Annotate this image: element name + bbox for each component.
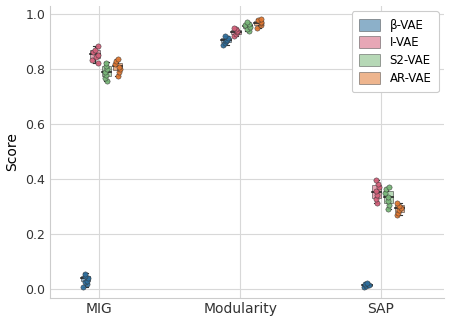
Point	[385, 203, 392, 208]
Point	[242, 23, 249, 28]
Point	[103, 61, 110, 66]
Bar	[383, 191, 393, 204]
Point	[373, 196, 380, 202]
Point	[393, 201, 400, 206]
Point	[397, 205, 405, 210]
Point	[382, 186, 389, 192]
Point	[220, 42, 227, 47]
Point	[385, 199, 392, 204]
Point	[234, 28, 241, 33]
Point	[258, 23, 265, 28]
Point	[225, 35, 232, 41]
Point	[366, 282, 373, 288]
Point	[94, 52, 101, 57]
Point	[232, 27, 239, 32]
Point	[384, 207, 391, 212]
Point	[360, 285, 368, 290]
Point	[104, 67, 111, 72]
Point	[115, 64, 122, 69]
Point	[102, 70, 109, 75]
Point	[92, 47, 99, 52]
Y-axis label: Score: Score	[5, 132, 19, 171]
Point	[233, 31, 240, 36]
Point	[224, 37, 231, 42]
Point	[115, 57, 122, 62]
Point	[373, 189, 380, 194]
Point	[362, 281, 369, 286]
Bar	[231, 30, 240, 34]
Bar	[113, 63, 122, 70]
Point	[114, 73, 122, 78]
Point	[102, 63, 109, 69]
Point	[115, 70, 122, 75]
Bar	[102, 66, 111, 76]
Point	[382, 190, 389, 195]
Point	[89, 58, 96, 63]
Point	[85, 276, 92, 281]
Point	[257, 20, 264, 25]
Point	[117, 67, 124, 72]
Bar	[395, 205, 404, 212]
Point	[79, 284, 86, 289]
Point	[222, 39, 230, 44]
Point	[373, 201, 380, 206]
Point	[81, 280, 88, 285]
Point	[257, 16, 264, 21]
Point	[375, 185, 382, 190]
Point	[230, 33, 237, 38]
Point	[245, 21, 252, 26]
Point	[363, 280, 370, 285]
Legend: β-VAE, I-VAE, S2-VAE, AR-VAE: β-VAE, I-VAE, S2-VAE, AR-VAE	[352, 12, 439, 92]
Point	[222, 34, 229, 39]
Bar	[81, 276, 90, 281]
Point	[393, 213, 400, 218]
Point	[362, 283, 369, 289]
Point	[245, 28, 252, 33]
Point	[83, 278, 90, 283]
Point	[103, 79, 110, 84]
Point	[396, 203, 403, 208]
Bar	[243, 24, 252, 28]
Point	[258, 21, 265, 26]
Point	[81, 271, 89, 277]
Point	[101, 75, 108, 80]
Point	[230, 25, 238, 30]
Point	[243, 20, 250, 25]
Point	[90, 50, 97, 55]
Point	[221, 40, 228, 45]
Point	[375, 181, 382, 186]
Point	[372, 178, 379, 183]
Bar	[372, 185, 382, 198]
Point	[384, 194, 391, 200]
Point	[111, 62, 118, 67]
Point	[255, 18, 262, 23]
Point	[253, 25, 261, 30]
Bar	[362, 284, 372, 286]
Point	[103, 72, 110, 78]
Point	[234, 30, 241, 35]
Bar	[90, 50, 99, 58]
Point	[243, 26, 250, 32]
Point	[83, 282, 90, 287]
Point	[94, 44, 101, 49]
Point	[386, 184, 393, 189]
Point	[82, 273, 89, 279]
Point	[113, 59, 120, 64]
Point	[92, 55, 99, 60]
Point	[94, 61, 101, 66]
Point	[396, 207, 403, 213]
Point	[395, 210, 402, 215]
Bar	[254, 21, 263, 25]
Point	[373, 193, 380, 198]
Point	[246, 24, 253, 30]
Bar	[221, 38, 231, 42]
